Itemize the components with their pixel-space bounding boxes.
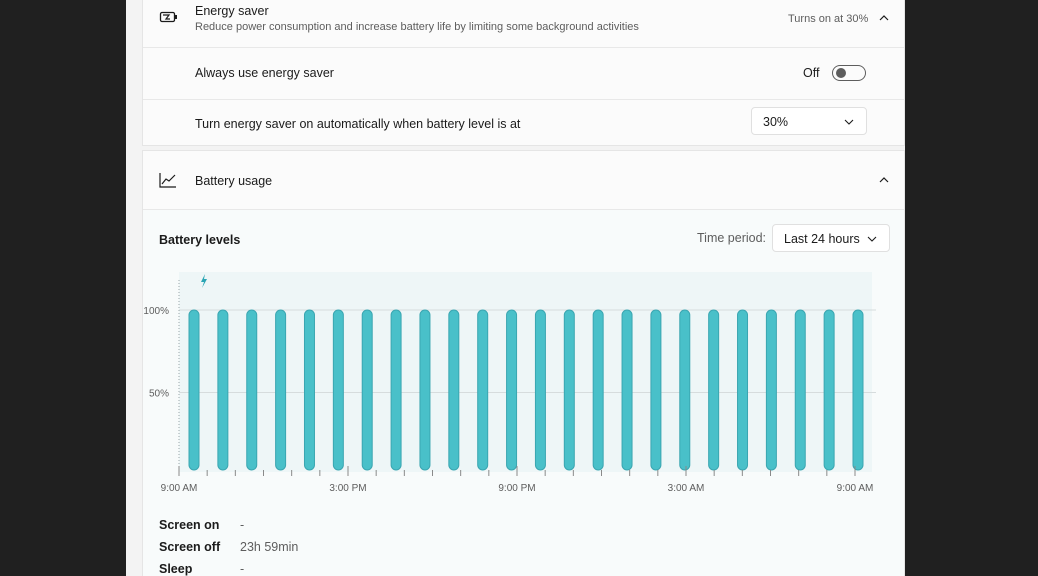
always-use-row: Always use energy saver Off <box>143 48 904 100</box>
chevron-down-icon <box>844 118 854 126</box>
stat-value: - <box>240 518 244 532</box>
battery-levels-chart: 100% 50% 9:00 AM 3:00 PM 9:00 PM 3:00 AM 9:00 … <box>143 256 905 496</box>
battery-bar <box>824 310 834 470</box>
battery-bar <box>593 310 603 470</box>
stat-label: Screen off <box>159 540 220 554</box>
auto-threshold-row: Turn energy saver on automatically when … <box>143 100 904 147</box>
time-period-dropdown[interactable]: Last 24 hours <box>772 224 890 252</box>
energy-saver-description: Reduce power consumption and increase ba… <box>195 21 639 33</box>
battery-levels-title: Battery levels <box>159 233 240 247</box>
x-tick-label: 9:00 PM <box>498 483 535 494</box>
stat-label: Sleep <box>159 562 192 576</box>
battery-bar <box>276 310 286 470</box>
battery-bar <box>622 310 632 470</box>
energy-saver-card: Energy saver Reduce power consumption an… <box>142 0 905 146</box>
line-chart-icon <box>159 172 177 193</box>
chevron-down-icon <box>867 235 877 243</box>
battery-bar <box>535 310 545 470</box>
battery-bar <box>651 310 661 470</box>
x-tick-label: 9:00 AM <box>161 483 198 494</box>
energy-saver-title: Energy saver <box>195 4 269 18</box>
stat-label: Screen on <box>159 518 219 532</box>
always-use-toggle[interactable] <box>832 65 866 81</box>
x-tick-label: 3:00 PM <box>329 483 366 494</box>
chevron-up-icon[interactable] <box>878 12 890 24</box>
battery-bar <box>420 310 430 470</box>
battery-bar <box>449 310 459 470</box>
battery-bar <box>478 310 488 470</box>
battery-bar <box>507 310 517 470</box>
stat-value: - <box>240 562 244 576</box>
battery-bar <box>247 310 257 470</box>
stat-value: 23h 59min <box>240 540 298 554</box>
toggle-knob <box>836 68 846 78</box>
battery-bar <box>564 310 574 470</box>
battery-usage-card: Battery usage Battery levels Time period… <box>142 150 905 576</box>
battery-level-dropdown[interactable]: 30% <box>751 107 867 135</box>
auto-threshold-label: Turn energy saver on automatically when … <box>195 117 520 131</box>
y-tick-label: 100% <box>143 306 169 317</box>
battery-bar <box>333 310 343 470</box>
battery-bar <box>853 310 863 470</box>
settings-panel: Energy saver Reduce power consumption an… <box>126 0 905 576</box>
time-period-label: Time period: <box>697 231 766 245</box>
battery-bar <box>738 310 748 470</box>
battery-bar <box>795 310 805 470</box>
battery-bar <box>189 310 199 470</box>
battery-level-value: 30% <box>763 115 788 129</box>
battery-bar <box>766 310 776 470</box>
battery-bar <box>218 310 228 470</box>
y-tick-label: 50% <box>149 389 169 400</box>
toggle-state-label: Off <box>803 66 819 80</box>
battery-levels-chart-svg: 100% 50% 9:00 AM 3:00 PM 9:00 PM 3:00 AM 9:00 … <box>143 256 905 496</box>
battery-bar <box>304 310 314 470</box>
energy-saver-header[interactable]: Energy saver Reduce power consumption an… <box>143 0 904 48</box>
energy-saver-status: Turns on at 30% <box>788 13 868 25</box>
battery-usage-header[interactable]: Battery usage <box>143 151 904 210</box>
battery-bar <box>680 310 690 470</box>
x-tick-label: 9:00 AM <box>837 483 874 494</box>
battery-usage-title: Battery usage <box>195 174 272 188</box>
time-period-value: Last 24 hours <box>784 232 860 246</box>
battery-bar <box>362 310 372 470</box>
x-tick-label: 3:00 AM <box>668 483 705 494</box>
battery-saver-icon <box>159 10 179 29</box>
always-use-label: Always use energy saver <box>195 66 334 80</box>
battery-bar <box>391 310 401 470</box>
battery-bar <box>709 310 719 470</box>
chevron-up-icon[interactable] <box>878 174 890 186</box>
